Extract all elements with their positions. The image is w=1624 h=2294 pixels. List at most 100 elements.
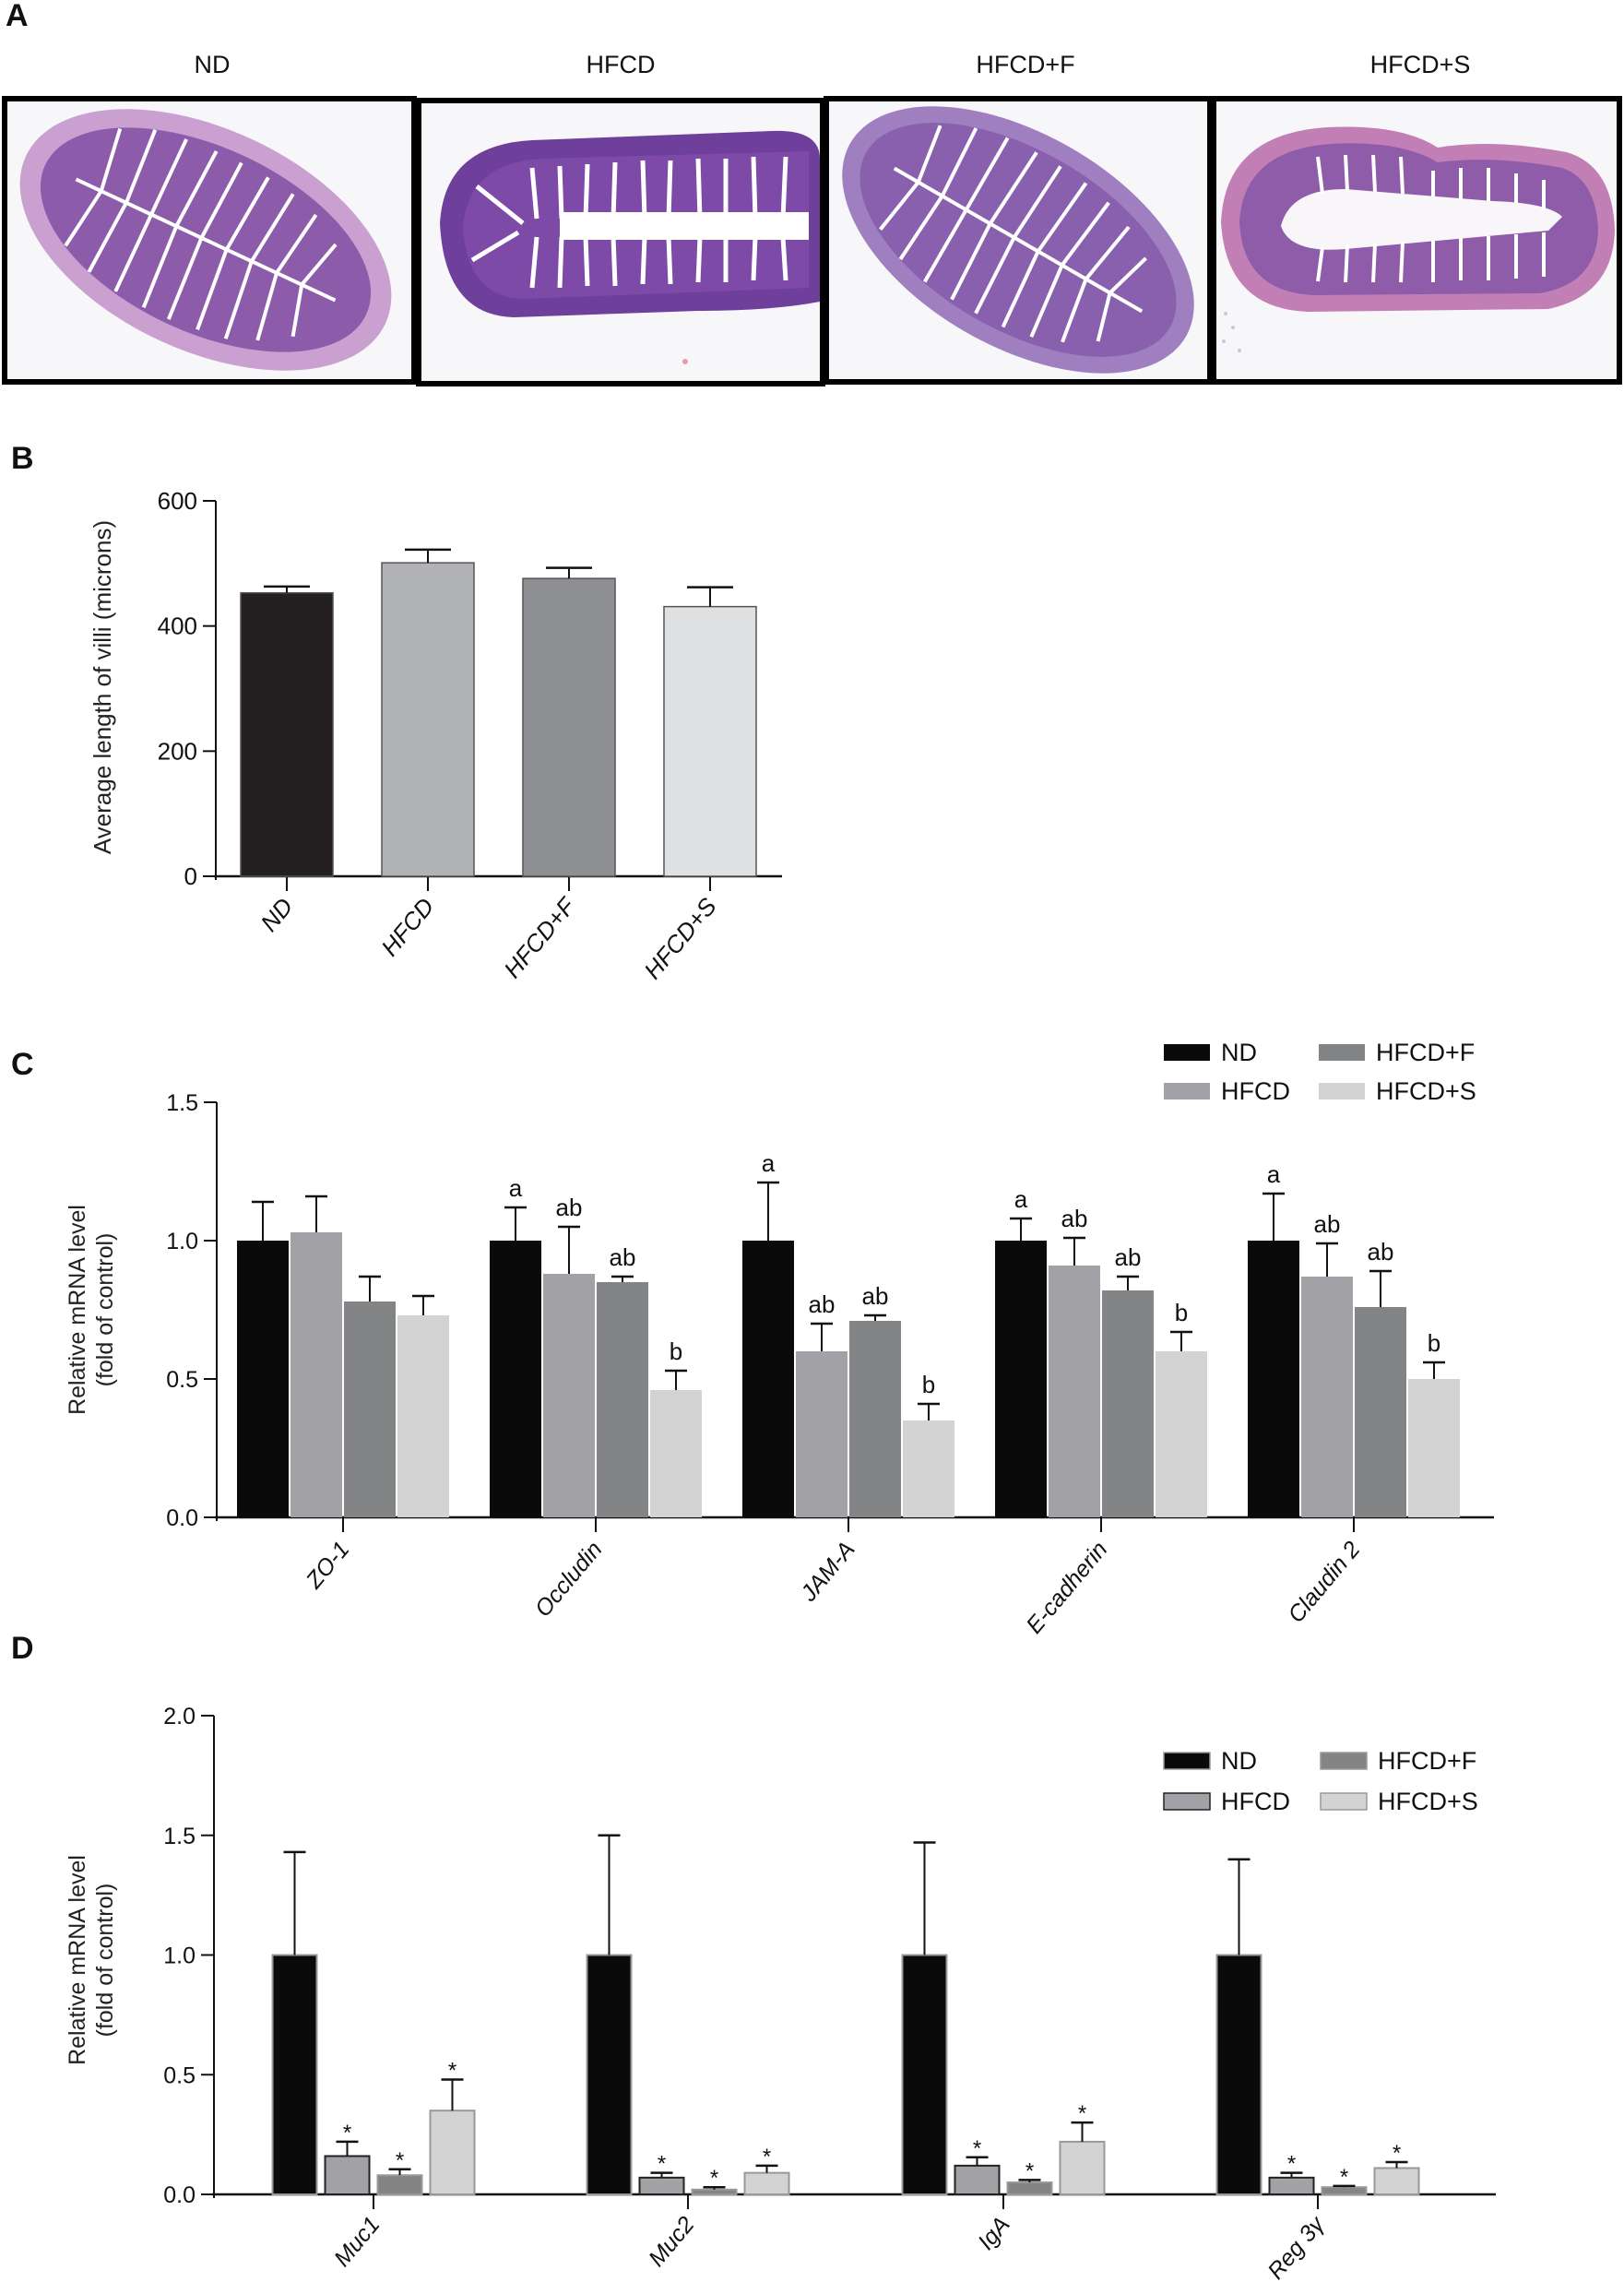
tissue-section-hfcd-s — [1221, 126, 1615, 352]
significance-star: * — [1287, 2152, 1296, 2177]
bar — [663, 605, 757, 877]
x-category-label: Muc1 — [329, 2212, 385, 2272]
bar-hfcd — [1301, 1277, 1353, 1517]
y-tick-label: 600 — [158, 487, 197, 515]
y-axis-label: (fold of control) — [92, 1884, 118, 2038]
legend-label: HFCD+F — [1376, 1039, 1475, 1066]
significance-letter: ab — [610, 1243, 636, 1271]
bar-hfcd-f — [344, 1302, 396, 1517]
bar-hfcd-s — [650, 1390, 702, 1517]
x-category-label: HFCD+S — [638, 892, 722, 984]
bar-nd — [586, 1954, 633, 2195]
significance-letter: a — [1014, 1185, 1028, 1213]
y-tick-label: 1.5 — [166, 1090, 198, 1116]
y-tick-label: 0.5 — [166, 1367, 198, 1393]
significance-star: * — [1025, 2158, 1034, 2183]
y-tick-label: 0.0 — [163, 2182, 196, 2208]
tissue-section-hfcd-f — [842, 106, 1194, 374]
histology-image-nd — [2, 96, 417, 385]
x-category-label: Claudin 2 — [1283, 1537, 1365, 1628]
y-tick-label: 400 — [158, 612, 197, 640]
significance-star: * — [763, 2145, 771, 2169]
chart-c: 0.0 0.5 1.0 1.5 Relative mRNA level (fold of … — [65, 1039, 1494, 1638]
significance-letter: b — [1428, 1329, 1440, 1357]
bar-nd — [237, 1241, 289, 1517]
panel-letter-d: D — [11, 1631, 34, 1666]
y-tick-label: 0 — [184, 862, 197, 890]
legend-swatch-nd — [1164, 1044, 1210, 1061]
bar-hfcd-s — [743, 2171, 790, 2196]
legend-swatch-hfcd — [1164, 1083, 1210, 1099]
x-category-label: IgA — [973, 2212, 1015, 2255]
x-category-label: ZO-1 — [301, 1537, 355, 1594]
chart-b: 0 200 400 600 Average length of villi (micro… — [89, 487, 782, 984]
panel-letter-b: B — [11, 441, 34, 476]
legend-swatch-hfcd-f — [1320, 1752, 1368, 1770]
bar — [240, 591, 334, 877]
legend: ND HFCD HFCD+F HFCD+S — [1164, 1039, 1476, 1105]
histology-title-hfcd-s: HFCD+S — [1369, 51, 1471, 78]
significance-letter: a — [762, 1149, 776, 1177]
significance-letter: b — [670, 1337, 682, 1365]
histology-image-hfcd-s — [1211, 96, 1622, 385]
histology-image-hfcd — [416, 98, 825, 386]
y-axis-label: Relative mRNA level — [65, 1205, 90, 1415]
significance-letter: ab — [809, 1290, 836, 1318]
tissue-section-nd — [19, 109, 392, 371]
bar-hfcd — [1049, 1266, 1100, 1517]
y-axis-label: Average length of villi (microns) — [89, 520, 116, 854]
x-category-label: HFCD — [375, 893, 439, 962]
bar-hfcd-s — [397, 1315, 449, 1517]
significance-star: * — [343, 2121, 351, 2145]
bar-hfcd — [1268, 2176, 1315, 2195]
significance-star: * — [1340, 2165, 1348, 2190]
bar-hfcd — [796, 1351, 848, 1517]
y-axis-label: (fold of control) — [92, 1233, 118, 1387]
x-category-label: HFCD+F — [498, 891, 582, 983]
legend: ND HFCD HFCD+F HFCD+S — [1163, 1747, 1478, 1815]
histology-title-hfcd: HFCD — [586, 51, 656, 78]
significance-star: * — [973, 2136, 981, 2161]
significance-letter: a — [509, 1174, 523, 1202]
bar-hfcd-s — [903, 1420, 954, 1517]
panel-letter-c: C — [11, 1047, 34, 1082]
legend-swatch-hfcd-s — [1319, 1083, 1365, 1099]
y-tick-label: 0.5 — [163, 2062, 196, 2088]
significance-star: * — [658, 2152, 666, 2177]
legend-swatch-hfcd — [1163, 1792, 1211, 1811]
y-tick-label: 0.0 — [166, 1505, 198, 1531]
bar-nd — [1215, 1954, 1262, 2195]
bar-nd — [1248, 1241, 1299, 1517]
bar-nd — [742, 1241, 794, 1517]
significance-star: * — [396, 2148, 404, 2173]
legend-label: HFCD — [1221, 1788, 1290, 1815]
bar-hfcd — [290, 1232, 342, 1517]
bar-hfcd-f — [849, 1321, 901, 1517]
bar-nd — [490, 1241, 541, 1517]
significance-letter: ab — [1115, 1243, 1142, 1271]
significance-letter: ab — [862, 1282, 889, 1310]
significance-letter: b — [922, 1371, 935, 1398]
histology-image-hfcd-f — [824, 96, 1213, 385]
bar — [381, 562, 475, 877]
legend-swatch-hfcd-f — [1319, 1044, 1365, 1061]
significance-star: * — [1078, 2101, 1086, 2126]
y-tick-label: 200 — [158, 737, 197, 765]
significance-letter: a — [1267, 1160, 1281, 1188]
significance-letter: ab — [1314, 1210, 1341, 1238]
legend-swatch-hfcd-s — [1320, 1792, 1368, 1811]
bar-hfcd-s — [1408, 1379, 1460, 1517]
bar-nd — [901, 1954, 948, 2195]
significance-letter: ab — [1061, 1205, 1088, 1232]
y-tick-label: 1.5 — [163, 1824, 196, 1849]
bar-hfcd — [324, 2155, 371, 2195]
bar-hfcd-s — [429, 2110, 476, 2196]
legend-label: HFCD+S — [1378, 1788, 1478, 1815]
significance-letter: b — [1175, 1299, 1188, 1326]
bar-nd — [995, 1241, 1047, 1517]
significance-letter: ab — [556, 1194, 583, 1221]
legend-label: HFCD+S — [1376, 1077, 1476, 1105]
y-axis-label: Relative mRNA level — [65, 1855, 90, 2065]
y-tick-label: 1.0 — [166, 1229, 198, 1254]
